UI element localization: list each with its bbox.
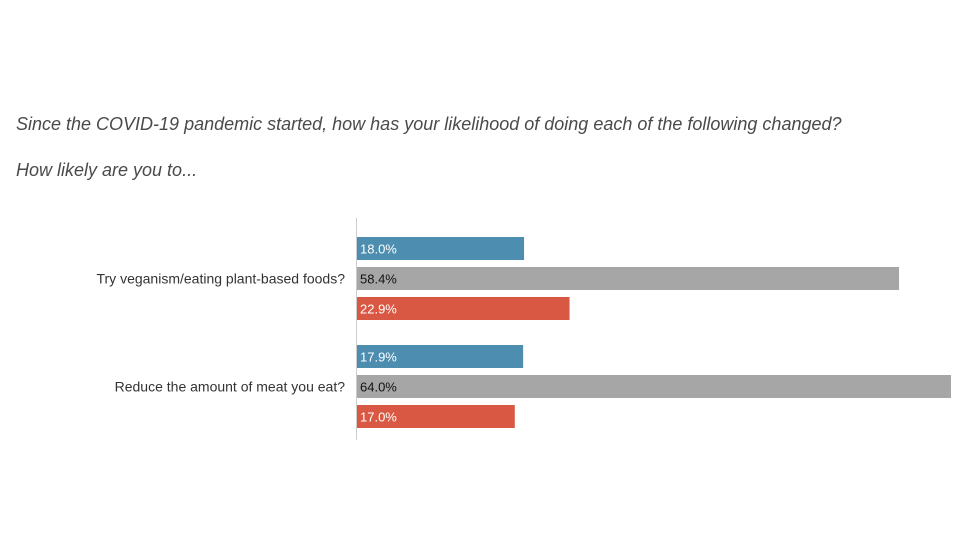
category-labels-group: Try veganism/eating plant-based foods? Re…: [96, 271, 345, 395]
bar-value-label: 22.9%: [360, 302, 397, 317]
category-label: Reduce the amount of meat you eat?: [115, 379, 346, 395]
bar-value-label: 17.0%: [360, 410, 397, 425]
bar-2-2: [357, 375, 951, 398]
bar-value-label: 58.4%: [360, 272, 397, 287]
bar-1-1: [357, 237, 525, 260]
bar-2-3: [357, 405, 515, 428]
bar-value-label: 18.0%: [360, 242, 397, 257]
chart-title: Since the COVID-19 pandemic started, how…: [16, 114, 842, 134]
bar-2-1: [357, 345, 524, 368]
bars-group: 18.0% 58.4% 22.9% 17.9% 64.0% 17.0%: [357, 237, 951, 428]
category-label: Try veganism/eating plant-based foods?: [96, 271, 345, 287]
bar-value-label: 17.9%: [360, 350, 397, 365]
bar-1-3: [357, 297, 570, 320]
bar-value-label: 64.0%: [360, 380, 397, 395]
chart-subtitle: How likely are you to...: [16, 160, 198, 180]
bar-1-2: [357, 267, 900, 290]
